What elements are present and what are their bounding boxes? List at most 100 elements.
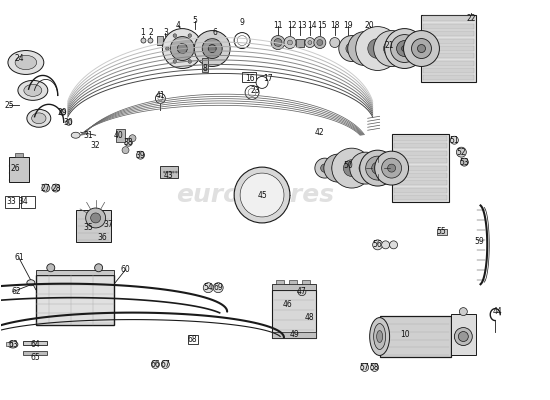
Text: 30: 30: [64, 118, 74, 127]
Circle shape: [166, 47, 169, 50]
Circle shape: [151, 360, 159, 368]
Bar: [394, 136, 447, 141]
Circle shape: [66, 119, 72, 125]
Circle shape: [397, 40, 412, 56]
Bar: [392, 134, 449, 202]
Bar: [394, 180, 447, 185]
Circle shape: [371, 364, 378, 372]
Text: 36: 36: [98, 233, 107, 242]
Circle shape: [161, 360, 169, 368]
Circle shape: [129, 135, 136, 142]
Text: 55: 55: [437, 227, 446, 236]
Text: 40: 40: [114, 131, 123, 140]
Circle shape: [177, 44, 188, 54]
Ellipse shape: [373, 324, 386, 350]
Circle shape: [47, 264, 55, 272]
Text: 60: 60: [120, 265, 130, 274]
Circle shape: [169, 171, 172, 173]
Text: 25: 25: [4, 101, 14, 110]
Circle shape: [373, 30, 410, 66]
Circle shape: [360, 150, 395, 186]
Text: 62: 62: [11, 287, 21, 296]
Circle shape: [350, 152, 382, 184]
Bar: [272, 290, 316, 338]
Bar: [21, 196, 35, 208]
Circle shape: [389, 241, 398, 249]
Circle shape: [346, 43, 358, 54]
Circle shape: [234, 32, 250, 48]
Circle shape: [324, 154, 352, 182]
Text: 24: 24: [14, 54, 24, 63]
Bar: [424, 53, 474, 58]
Bar: [15, 153, 23, 157]
Bar: [23, 352, 47, 356]
Circle shape: [298, 288, 306, 296]
Circle shape: [156, 93, 166, 103]
Text: 41: 41: [156, 91, 165, 100]
Circle shape: [332, 148, 372, 188]
Text: 29: 29: [58, 108, 68, 117]
Text: 67: 67: [161, 360, 170, 369]
Bar: [437, 229, 447, 235]
Ellipse shape: [8, 341, 18, 348]
Circle shape: [305, 38, 315, 48]
Text: 38: 38: [124, 138, 133, 147]
Text: 33: 33: [6, 198, 16, 206]
Text: 17: 17: [263, 74, 273, 83]
Bar: [36, 275, 113, 324]
Text: 32: 32: [91, 141, 101, 150]
Circle shape: [357, 41, 372, 56]
Text: 35: 35: [84, 224, 94, 232]
Circle shape: [314, 36, 326, 48]
Circle shape: [213, 283, 223, 293]
Circle shape: [382, 241, 389, 249]
Text: 18: 18: [330, 21, 339, 30]
Bar: [394, 166, 447, 170]
Text: eurospares: eurospares: [176, 183, 334, 207]
Circle shape: [321, 164, 329, 172]
Text: 19: 19: [343, 21, 353, 30]
Circle shape: [163, 171, 166, 173]
Bar: [394, 173, 447, 178]
Circle shape: [245, 85, 259, 99]
Text: 68: 68: [188, 335, 197, 344]
Bar: [379, 316, 452, 358]
Text: 34: 34: [18, 198, 28, 206]
Ellipse shape: [32, 113, 46, 124]
Circle shape: [348, 32, 382, 66]
Bar: [9, 157, 29, 182]
Circle shape: [188, 34, 191, 37]
Circle shape: [162, 28, 202, 68]
Bar: [202, 58, 208, 72]
Text: 47: 47: [297, 287, 307, 296]
Circle shape: [308, 40, 312, 44]
Circle shape: [60, 109, 66, 115]
Text: 2: 2: [148, 28, 153, 37]
Circle shape: [339, 36, 365, 62]
Bar: [161, 166, 178, 178]
Text: 64: 64: [31, 340, 41, 349]
Circle shape: [195, 47, 199, 50]
Circle shape: [148, 38, 153, 43]
Circle shape: [202, 38, 222, 58]
Circle shape: [372, 162, 383, 174]
Wedge shape: [241, 32, 244, 40]
Bar: [421, 15, 476, 82]
Circle shape: [204, 283, 213, 293]
Text: 39: 39: [136, 151, 145, 160]
Circle shape: [361, 364, 368, 372]
Circle shape: [234, 167, 290, 223]
Circle shape: [122, 147, 129, 154]
Text: 21: 21: [385, 41, 394, 50]
Circle shape: [194, 30, 230, 66]
Text: 42: 42: [315, 128, 324, 137]
Ellipse shape: [18, 80, 48, 100]
Ellipse shape: [167, 167, 178, 177]
Bar: [157, 36, 163, 44]
Text: 31: 31: [84, 131, 94, 140]
Circle shape: [42, 184, 50, 192]
Circle shape: [170, 36, 194, 60]
Ellipse shape: [377, 330, 383, 342]
Text: 59: 59: [475, 237, 484, 246]
Circle shape: [315, 158, 335, 178]
